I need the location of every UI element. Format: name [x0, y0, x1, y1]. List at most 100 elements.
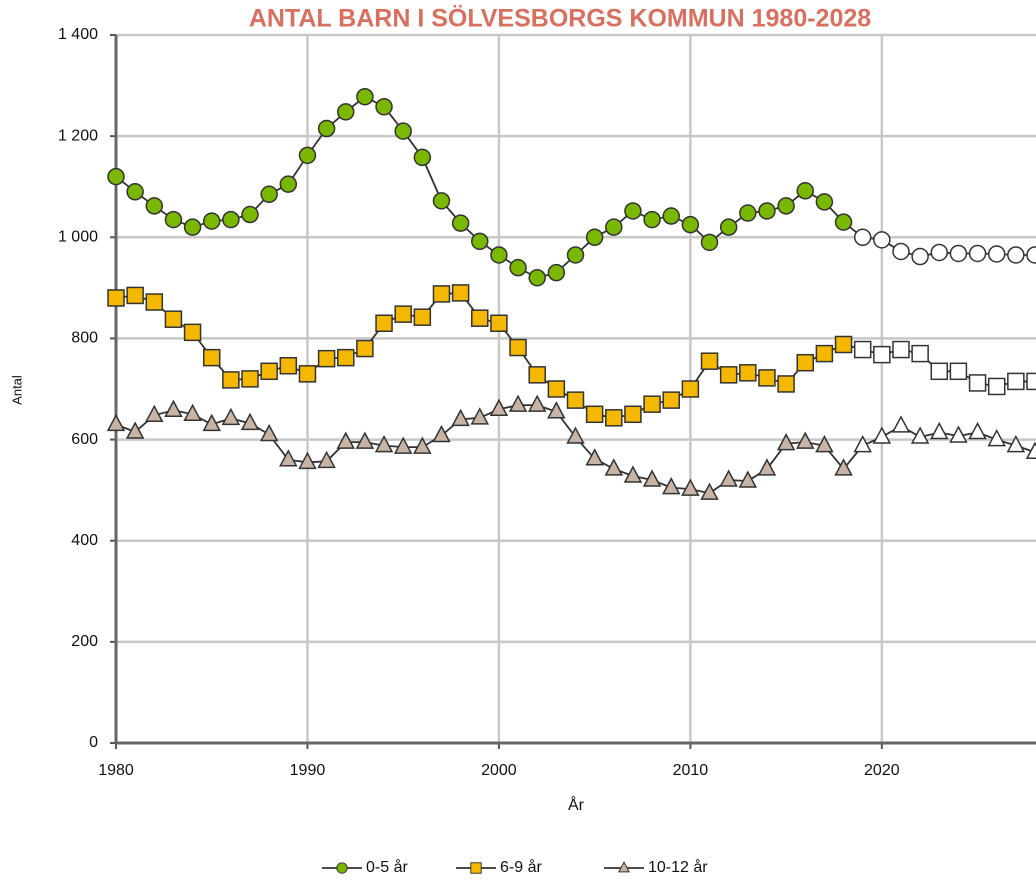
- marker: [279, 175, 298, 193]
- marker: [987, 377, 1006, 396]
- legend-marker: [617, 861, 631, 873]
- marker: [489, 398, 509, 416]
- marker: [164, 310, 183, 328]
- marker: [106, 413, 126, 432]
- marker: [183, 323, 202, 342]
- marker: [892, 340, 910, 359]
- marker: [815, 344, 834, 363]
- marker: [853, 340, 872, 359]
- marker: [585, 405, 604, 424]
- marker: [1007, 372, 1025, 391]
- marker: [145, 197, 164, 215]
- y-tick-label: 400: [71, 532, 98, 549]
- marker: [394, 122, 412, 140]
- marker: [872, 426, 892, 444]
- marker: [642, 469, 662, 487]
- marker: [719, 218, 738, 236]
- marker: [394, 305, 412, 323]
- marker: [413, 436, 432, 454]
- x-tick-label: 1990: [290, 762, 326, 779]
- marker: [164, 210, 183, 229]
- legend-label: 0-5 år: [366, 858, 408, 876]
- marker: [432, 192, 451, 210]
- marker: [451, 284, 470, 302]
- marker: [509, 338, 527, 357]
- marker: [949, 244, 968, 263]
- marker: [776, 433, 796, 451]
- marker: [509, 258, 527, 277]
- marker: [355, 431, 375, 449]
- marker: [815, 193, 834, 211]
- y-tick-label: 600: [71, 431, 98, 448]
- marker: [873, 345, 891, 364]
- marker: [911, 247, 929, 266]
- marker: [221, 407, 241, 426]
- y-tick-label: 800: [71, 330, 98, 347]
- marker: [662, 207, 680, 225]
- legend-label: 10-12 år: [648, 858, 708, 876]
- marker: [1026, 246, 1036, 264]
- marker: [643, 395, 661, 413]
- x-tick-label: 2000: [481, 762, 517, 779]
- marker: [815, 435, 834, 453]
- marker: [949, 425, 968, 443]
- marker: [719, 366, 738, 384]
- marker: [375, 314, 393, 333]
- marker: [183, 218, 202, 236]
- x-tick-label: 1980: [98, 762, 134, 779]
- marker: [719, 469, 738, 487]
- marker: [566, 426, 585, 444]
- marker: [393, 436, 413, 454]
- marker: [681, 215, 700, 234]
- marker: [1026, 372, 1036, 391]
- marker: [107, 289, 125, 307]
- marker: [202, 413, 221, 432]
- marker: [490, 314, 508, 333]
- marker: [413, 308, 432, 326]
- x-axis-title: År: [568, 795, 585, 814]
- marker: [317, 119, 336, 138]
- marker: [1006, 435, 1026, 453]
- marker: [547, 263, 566, 282]
- marker: [547, 401, 566, 419]
- marker: [796, 353, 814, 372]
- marker: [930, 243, 949, 262]
- plot: [106, 87, 1036, 500]
- marker: [700, 482, 719, 500]
- marker: [700, 352, 719, 370]
- marker: [624, 202, 642, 220]
- marker: [739, 364, 757, 382]
- marker: [911, 344, 929, 363]
- marker: [853, 228, 872, 247]
- marker: [432, 285, 451, 303]
- marker: [374, 435, 394, 453]
- marker: [260, 362, 278, 381]
- marker: [490, 246, 508, 264]
- marker: [796, 182, 814, 200]
- marker: [279, 449, 298, 467]
- marker: [337, 103, 355, 121]
- chart-title: ANTAL BARN I SÖLVESBORGS KOMMUN 1980-202…: [249, 4, 871, 33]
- y-tick-label: 200: [71, 633, 98, 650]
- marker: [930, 421, 949, 440]
- marker: [566, 391, 585, 409]
- marker: [987, 428, 1006, 447]
- marker: [910, 426, 930, 444]
- marker: [968, 421, 987, 440]
- marker: [643, 210, 661, 229]
- marker: [949, 362, 968, 381]
- marker: [987, 245, 1006, 263]
- marker: [528, 366, 546, 384]
- marker: [796, 431, 815, 449]
- marker: [873, 231, 891, 249]
- y-axis-title: Antal: [9, 375, 24, 405]
- legend-marker: [470, 862, 482, 874]
- marker: [126, 183, 144, 201]
- marker: [337, 348, 355, 367]
- legend: 0-5 år 6-9 år 10-12 år: [322, 858, 708, 876]
- marker: [585, 448, 604, 466]
- marker: [375, 98, 393, 116]
- marker: [624, 405, 642, 424]
- marker: [604, 458, 624, 476]
